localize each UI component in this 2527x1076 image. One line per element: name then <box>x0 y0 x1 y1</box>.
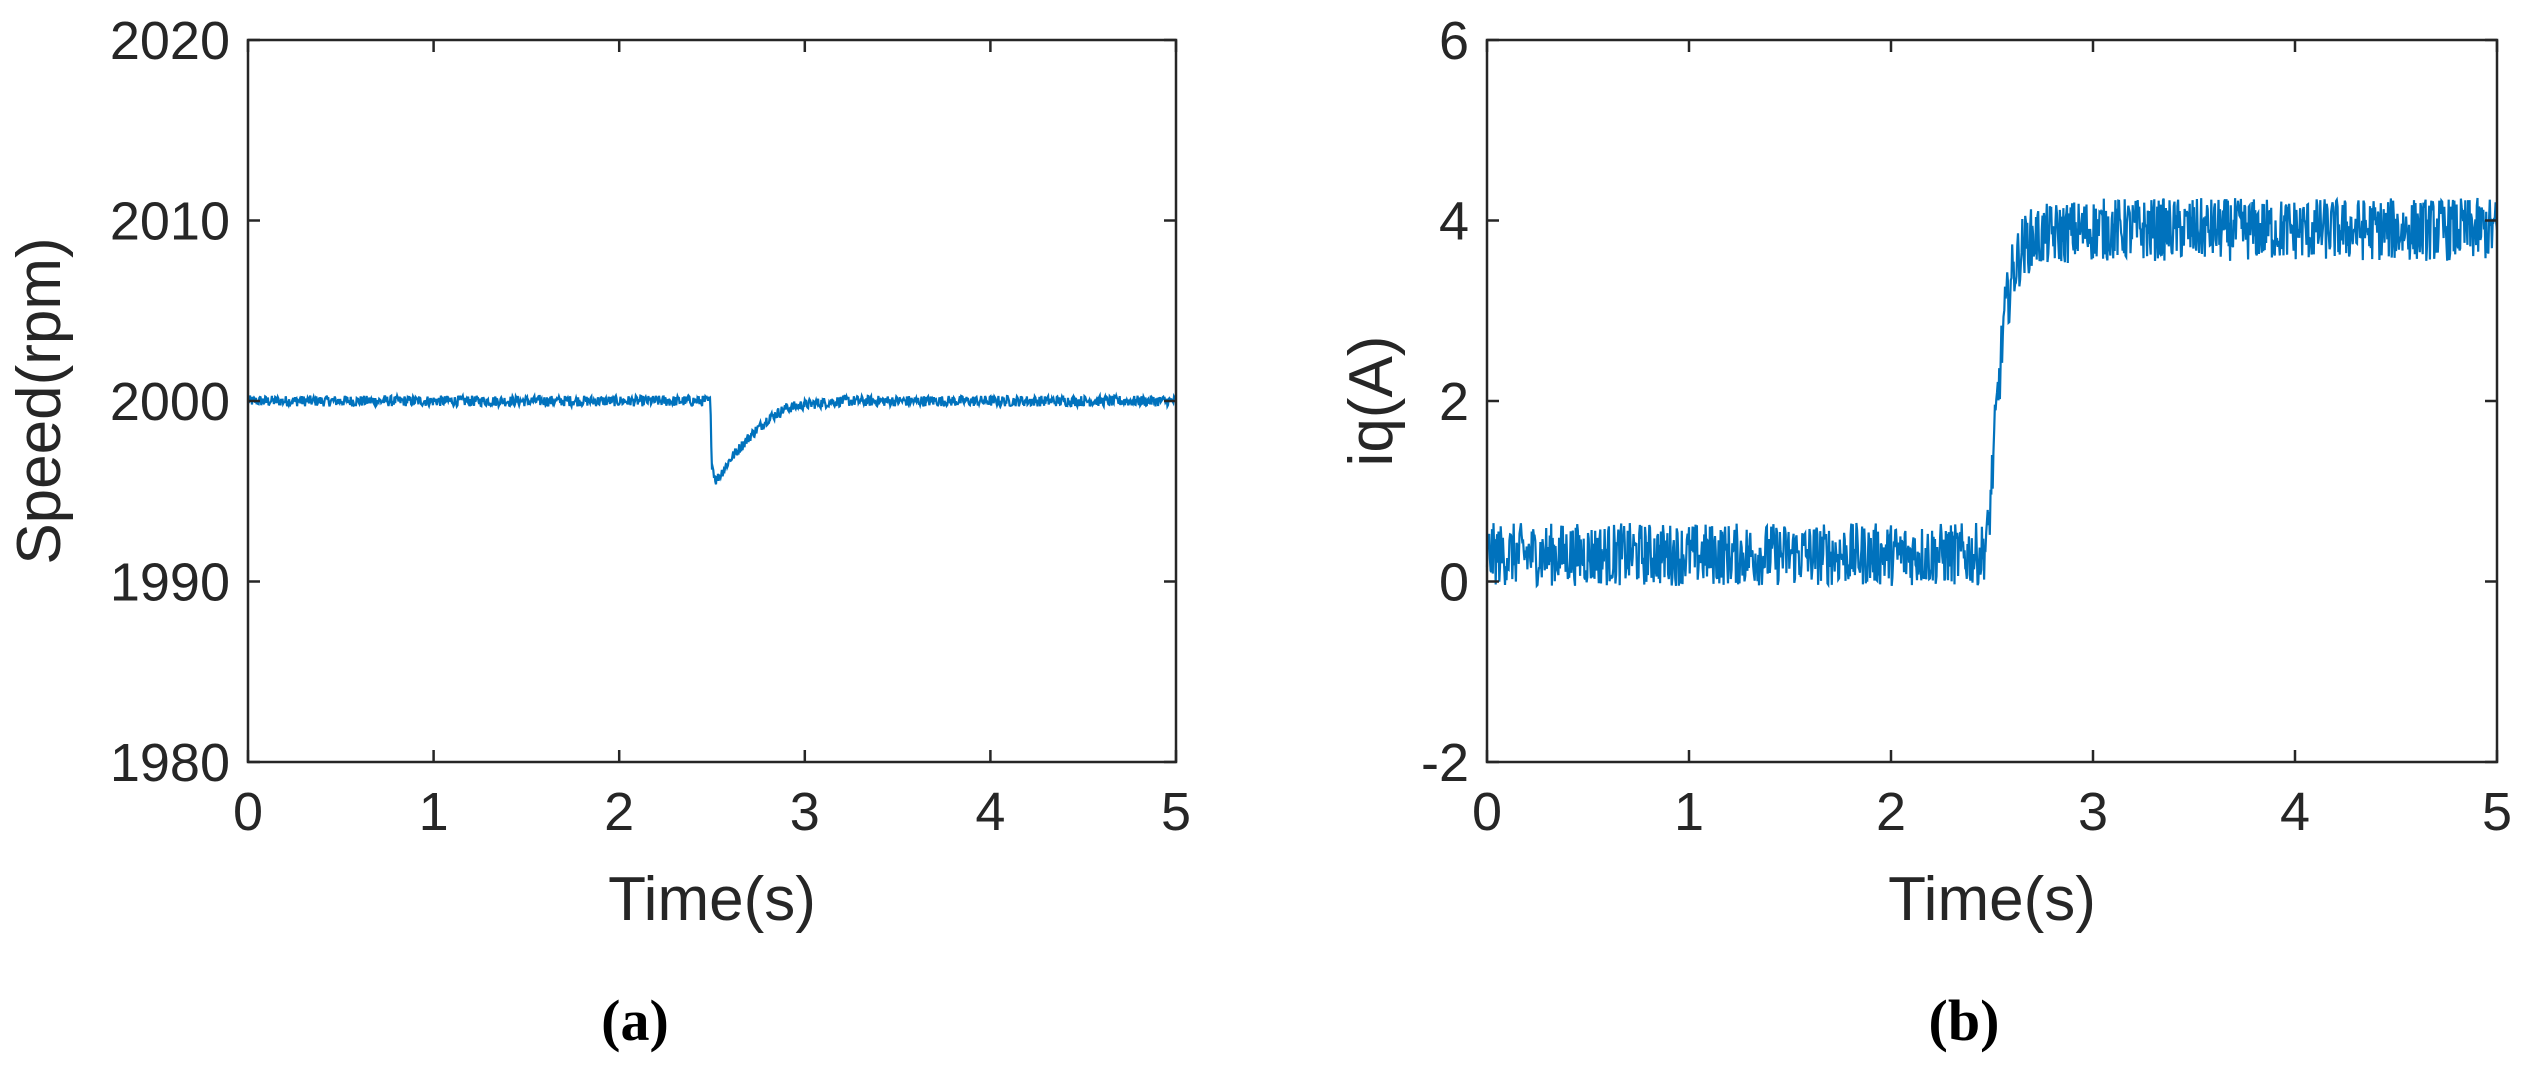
y-tick-label-a-4: 2020 <box>110 11 230 71</box>
x-tick-label-b-5: 5 <box>2482 782 2512 842</box>
y-tick-label-b-1: 0 <box>1439 553 1469 613</box>
x-tick-label-b-2: 2 <box>1876 782 1906 842</box>
x-axis-label-a: Time(s) <box>608 865 816 934</box>
x-tick-label-b-1: 1 <box>1674 782 1704 842</box>
axes-box-b <box>1485 38 2499 764</box>
y-tick-label-a-2: 2000 <box>110 372 230 432</box>
y-tick-label-b-3: 4 <box>1439 192 1469 252</box>
y-axis-label-a: Speed(rpm) <box>5 237 74 564</box>
x-axis-label-b: Time(s) <box>1888 865 2096 934</box>
panel-label-b: (b) <box>1929 988 2000 1053</box>
x-tick-label-b-4: 4 <box>2280 782 2310 842</box>
panel-label-a: (a) <box>601 988 669 1053</box>
x-tick-label-a-3: 3 <box>790 782 820 842</box>
y-tick-label-b-0: -2 <box>1421 733 1469 793</box>
x-tick-label-a-0: 0 <box>233 782 263 842</box>
data-line-a-0 <box>246 391 1177 485</box>
y-axis-label-b: iq(A) <box>1337 336 1406 467</box>
y-tick-label-b-2: 2 <box>1439 372 1469 432</box>
x-tick-label-a-5: 5 <box>1161 782 1191 842</box>
x-tick-label-b-0: 0 <box>1472 782 1502 842</box>
y-tick-label-a-1: 1990 <box>110 553 230 613</box>
y-tick-label-a-3: 2010 <box>110 192 230 252</box>
x-tick-label-b-3: 3 <box>2078 782 2108 842</box>
chart-panel-a: 0 1 2 3 4 5 1980 1990 2000 2010 2020 Time(s) Speed(r… <box>5 11 1191 934</box>
x-tick-label-a-2: 2 <box>604 782 634 842</box>
x-tick-label-a-4: 4 <box>975 782 1005 842</box>
y-tick-label-b-4: 6 <box>1439 11 1469 71</box>
data-line-b-0 <box>1485 196 2499 589</box>
x-tick-label-a-1: 1 <box>419 782 449 842</box>
y-tick-label-a-0: 1980 <box>110 733 230 793</box>
